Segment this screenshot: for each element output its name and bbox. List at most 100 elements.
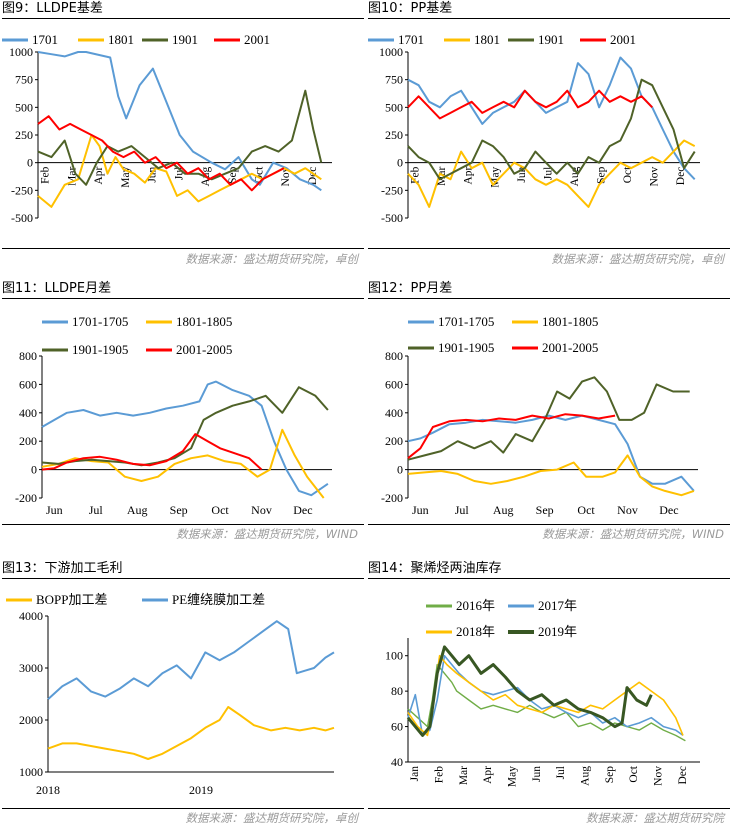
y-tick-label: 40 (391, 755, 403, 769)
series-line-4 (41, 433, 263, 471)
y-tick-label: 80 (391, 684, 403, 698)
legend-label: 1701 (398, 32, 424, 47)
series-line-1 (47, 706, 335, 760)
y-tick-label: 0 (397, 463, 403, 477)
series-line-3 (37, 89, 323, 186)
series-line-3 (407, 654, 684, 737)
chart-panel-downstream-margin: 图13：下游加工毛利 4000 3000 2000 1000 2018 2019 BOPP加… (2, 560, 364, 826)
series-line-2 (41, 428, 325, 499)
source-note: 数据来源：盛达期货研究院，卓创 (185, 811, 359, 825)
chart-svg: 4000 3000 2000 1000 2018 2019 BOPP加工差 PE缠绕膜加工差 (6, 592, 335, 797)
legend-label: 2018年 (456, 624, 495, 639)
x-tick-label: Nov (617, 503, 638, 517)
x-tick-label: Nov (652, 766, 664, 786)
top-divider (2, 578, 364, 579)
legend-label: 2016年 (456, 598, 495, 613)
x-tick-label: Dec (675, 167, 687, 186)
y-tick-label: 250 (385, 128, 403, 142)
bottom-divider (2, 524, 364, 525)
x-tick-label: Jun (46, 503, 63, 517)
bottom-divider (2, 808, 364, 809)
x-tick-label: Oct (211, 503, 229, 517)
source-note: 数据来源：盛达期货研究院 (586, 811, 724, 825)
x-tick-label: Jun (531, 766, 543, 782)
chart-panel-lldpe-spread: 图11：LLDPE月差 800 600 400 200 0 -200 Jun Jul Aug Se… (2, 280, 364, 542)
y-tick-label: -500 (381, 211, 403, 225)
y-tick-label: 2000 (19, 713, 43, 727)
legend-label: 1701 (32, 32, 58, 47)
series-line-4 (407, 89, 653, 120)
chart-title: 图10：PP基差 (368, 1, 453, 16)
series-line-2 (407, 139, 696, 208)
chart-svg: 100 80 60 40 Jan Feb Mar Apr May Jun Jul Aug Sep Oct N… (385, 598, 700, 787)
x-tick-label: Apr (463, 167, 475, 185)
x-tick-label: May (506, 766, 518, 787)
bottom-divider (368, 808, 730, 809)
series-line-4 (37, 115, 285, 192)
x-tick-label: Aug (493, 503, 514, 517)
series-line-3 (41, 386, 329, 467)
x-tick-label: Jul (173, 167, 185, 180)
x-tick-label: 2018 (36, 783, 60, 797)
source-note: 数据来源：盛达期货研究院，卓创 (551, 252, 725, 266)
legend-label: 1901 (538, 32, 564, 47)
y-tick-label: 60 (391, 720, 403, 734)
legend-label: 1801-1805 (542, 314, 598, 329)
x-tick-label: Feb (433, 766, 445, 784)
y-tick-label: -200 (15, 491, 37, 505)
x-tick-label: Mar (458, 766, 470, 785)
legend-label: 1901 (172, 32, 198, 47)
y-tick-label: 750 (385, 73, 403, 87)
x-tick-label: Aug (579, 766, 591, 786)
y-tick-label: -500 (11, 211, 33, 225)
y-tick-label: 4000 (19, 609, 43, 623)
x-tick-label: Aug (127, 503, 148, 517)
x-tick-label: Jul (455, 503, 470, 517)
x-tick-label: Nov (251, 503, 272, 517)
y-tick-label: -250 (11, 183, 33, 197)
series-line-1 (407, 56, 696, 180)
y-tick-label: 600 (385, 377, 403, 391)
x-tick-label: Nov (649, 166, 661, 186)
x-tick-label: 2019 (189, 783, 213, 797)
series-line-3 (407, 376, 690, 461)
x-tick-label: Jul (89, 503, 104, 517)
legend-label: 2001-2005 (176, 342, 232, 357)
y-tick-label: 0 (31, 463, 37, 477)
bottom-divider (368, 248, 730, 249)
x-tick-label: Jan (409, 766, 421, 782)
series-line-4 (407, 413, 616, 459)
x-tick-label: Sep (604, 766, 616, 784)
legend-label: 1801 (474, 32, 500, 47)
series-line-1 (41, 380, 329, 497)
chart-panel-inventory: 图14：聚烯烃两油库存 100 80 60 40 Jan Feb Mar Apr May Jun J… (368, 560, 730, 826)
y-tick-label: -250 (381, 183, 403, 197)
x-tick-label: Oct (628, 765, 640, 782)
x-tick-label: Dec (293, 503, 312, 517)
y-tick-label: 400 (385, 406, 403, 420)
x-tick-label: Sep (170, 503, 188, 517)
legend-label: 2001-2005 (542, 340, 598, 355)
y-tick-label: 0 (27, 156, 33, 170)
y-tick-label: 100 (385, 649, 403, 663)
x-tick-label: Jul (555, 766, 567, 779)
legend-label: 1701-1705 (72, 314, 128, 329)
legend-label: 2019年 (538, 624, 577, 639)
y-tick-label: 1000 (9, 45, 33, 59)
series-line-2 (407, 454, 695, 497)
series-line-3 (407, 78, 696, 181)
y-tick-label: 1000 (379, 45, 403, 59)
legend-label: 1901-1905 (72, 342, 128, 357)
top-divider (368, 298, 730, 299)
y-tick-label: 0 (397, 156, 403, 170)
top-divider (368, 578, 730, 579)
bottom-divider (2, 248, 364, 249)
series-line-4 (406, 645, 653, 737)
y-tick-label: 1000 (19, 765, 43, 779)
bottom-divider (368, 524, 730, 525)
y-tick-label: 250 (15, 128, 33, 142)
y-tick-label: 500 (385, 100, 403, 114)
y-tick-label: 3000 (19, 661, 43, 675)
